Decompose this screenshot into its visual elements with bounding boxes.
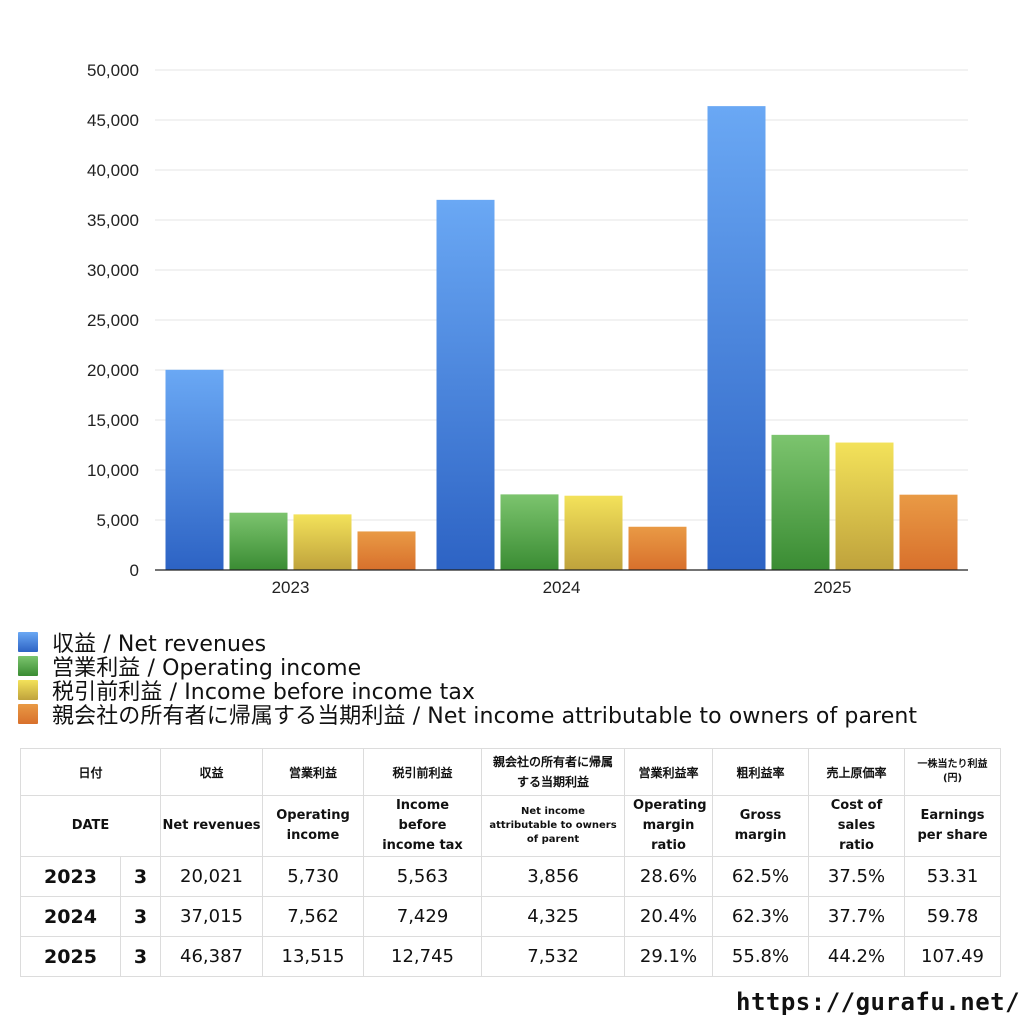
x-tick-label: 2023 bbox=[272, 578, 310, 597]
header-net-income-en: Net income attributable to owners of par… bbox=[481, 795, 626, 857]
header-revenues-en: Net revenues bbox=[160, 795, 264, 857]
header-operating-income-en: Operating income bbox=[262, 795, 365, 857]
x-axis: 2023 2024 2025 bbox=[155, 569, 968, 597]
row-year: 2023 bbox=[20, 856, 121, 897]
legend-swatch-net-income bbox=[18, 704, 38, 724]
header-net-income-jp: 親会社の所有者に帰属する当期利益 bbox=[481, 748, 626, 796]
y-axis: 0 5,000 10,000 15,000 20,000 25,000 30,000 35,0… bbox=[87, 61, 139, 580]
bar-2023-series-3 bbox=[357, 531, 416, 570]
cell-net-revenues: 20,021 bbox=[160, 856, 264, 897]
legend-swatch-income-before-tax bbox=[18, 680, 38, 700]
cell-operating-income: 5,730 bbox=[262, 856, 365, 897]
cell-gross-margin: 62.3% bbox=[712, 896, 810, 937]
y-tick-label: 20,000 bbox=[87, 361, 139, 380]
legend-label: 親会社の所有者に帰属する当期利益 / Net income attributab… bbox=[52, 704, 918, 729]
legend-item: 収益 / Net revenues bbox=[18, 630, 917, 657]
x-tick-label: 2024 bbox=[543, 578, 581, 597]
header-gross-margin-jp: 粗利益率 bbox=[712, 748, 810, 796]
bar-2023-series-2 bbox=[293, 514, 352, 570]
legend-swatch-operating-income bbox=[18, 656, 38, 676]
y-tick-label: 30,000 bbox=[87, 261, 139, 280]
table-header-en: DATE Net revenues Operating income Incom… bbox=[19, 795, 1002, 857]
cell-net-income: 4,325 bbox=[481, 896, 626, 937]
y-tick-label: 0 bbox=[130, 561, 139, 580]
header-gross-margin-en: Gross margin bbox=[712, 795, 810, 857]
y-tick-label: 50,000 bbox=[87, 61, 139, 80]
table-header-jp: 日付 収益 営業利益 税引前利益 親会社の所有者に帰属する当期利益 営業利益率 … bbox=[19, 748, 1002, 796]
y-tick-label: 45,000 bbox=[87, 111, 139, 130]
cell-gross-margin: 55.8% bbox=[712, 936, 810, 977]
bar-2024-series-0 bbox=[436, 199, 495, 570]
legend-item: 税引前利益 / Income before income tax bbox=[18, 678, 917, 705]
y-tick-label: 5,000 bbox=[96, 511, 139, 530]
header-cost-ratio-jp: 売上原価率 bbox=[808, 748, 906, 796]
row-month: 3 bbox=[119, 896, 162, 937]
header-operating-margin-jp: 営業利益率 bbox=[624, 748, 714, 796]
table-row: 2024 3 37,015 7,562 7,429 4,325 20.4% 62… bbox=[20, 896, 1002, 937]
bar-2025-series-0 bbox=[707, 106, 766, 570]
cell-income-before-tax: 5,563 bbox=[363, 856, 483, 897]
bars bbox=[165, 106, 958, 570]
cell-net-revenues: 37,015 bbox=[160, 896, 264, 937]
legend-label: 税引前利益 / Income before income tax bbox=[52, 680, 476, 705]
legend-item: 営業利益 / Operating income bbox=[18, 654, 917, 681]
cell-gross-margin: 62.5% bbox=[712, 856, 810, 897]
header-income-before-tax-jp: 税引前利益 bbox=[363, 748, 483, 796]
cell-net-revenues: 46,387 bbox=[160, 936, 264, 977]
bar-2025-series-2 bbox=[835, 442, 894, 570]
cell-net-income: 3,856 bbox=[481, 856, 626, 897]
legend: 収益 / Net revenues 営業利益 / Operating incom… bbox=[18, 630, 917, 729]
grid-lines bbox=[155, 69, 968, 521]
financial-summary-table: 日付 収益 営業利益 税引前利益 親会社の所有者に帰属する当期利益 営業利益率 … bbox=[19, 748, 1002, 977]
bar-2024-series-3 bbox=[628, 526, 687, 570]
cell-eps: 59.78 bbox=[904, 896, 1002, 937]
cell-eps: 107.49 bbox=[904, 936, 1002, 977]
cell-operating-margin: 28.6% bbox=[624, 856, 714, 897]
cell-operating-income: 13,515 bbox=[262, 936, 365, 977]
header-operating-income-jp: 営業利益 bbox=[262, 748, 365, 796]
y-tick-label: 25,000 bbox=[87, 311, 139, 330]
header-eps-jp: 一株当たり利益(円) bbox=[904, 748, 1002, 796]
cell-net-income: 7,532 bbox=[481, 936, 626, 977]
legend-swatch-net-revenues bbox=[18, 632, 38, 652]
bar-chart: 0 5,000 10,000 15,000 20,000 25,000 30,000 35,0… bbox=[87, 61, 968, 597]
y-tick-label: 15,000 bbox=[87, 411, 139, 430]
header-revenues-jp: 収益 bbox=[160, 748, 264, 796]
row-year: 2024 bbox=[20, 896, 121, 937]
y-tick-label: 40,000 bbox=[87, 161, 139, 180]
source-url[interactable]: https://gurafu.net/ bbox=[736, 988, 1021, 1016]
row-month: 3 bbox=[119, 856, 162, 897]
y-tick-label: 10,000 bbox=[87, 461, 139, 480]
header-date-en: DATE bbox=[19, 795, 162, 857]
header-income-before-tax-en: Income before income tax bbox=[363, 795, 483, 857]
table-row: 2025 3 46,387 13,515 12,745 7,532 29.1% … bbox=[20, 936, 1002, 977]
bar-2023-series-1 bbox=[229, 512, 288, 570]
legend-label: 収益 / Net revenues bbox=[52, 632, 267, 657]
cell-income-before-tax: 7,429 bbox=[363, 896, 483, 937]
y-tick-label: 35,000 bbox=[87, 211, 139, 230]
bar-2024-series-1 bbox=[500, 494, 559, 570]
table-row: 2023 3 20,021 5,730 5,563 3,856 28.6% 62… bbox=[20, 856, 1002, 897]
legend-label: 営業利益 / Operating income bbox=[52, 656, 362, 681]
cell-cost-ratio: 37.5% bbox=[808, 856, 906, 897]
header-eps-en: Earnings per share bbox=[904, 795, 1002, 857]
header-cost-ratio-en: Cost of sales ratio bbox=[808, 795, 906, 857]
bar-2024-series-2 bbox=[564, 495, 623, 570]
legend-item: 親会社の所有者に帰属する当期利益 / Net income attributab… bbox=[18, 702, 917, 729]
cell-cost-ratio: 37.7% bbox=[808, 896, 906, 937]
bar-2023-series-0 bbox=[165, 369, 224, 570]
cell-eps: 53.31 bbox=[904, 856, 1002, 897]
header-date-jp: 日付 bbox=[19, 748, 162, 796]
row-month: 3 bbox=[119, 936, 162, 977]
cell-operating-margin: 29.1% bbox=[624, 936, 714, 977]
cell-operating-income: 7,562 bbox=[262, 896, 365, 937]
cell-income-before-tax: 12,745 bbox=[363, 936, 483, 977]
bar-2025-series-3 bbox=[899, 494, 958, 570]
row-year: 2025 bbox=[20, 936, 121, 977]
cell-cost-ratio: 44.2% bbox=[808, 936, 906, 977]
cell-operating-margin: 20.4% bbox=[624, 896, 714, 937]
x-tick-label: 2025 bbox=[814, 578, 852, 597]
bar-2025-series-1 bbox=[771, 434, 830, 570]
header-operating-margin-en: Operating margin ratio bbox=[624, 795, 714, 857]
